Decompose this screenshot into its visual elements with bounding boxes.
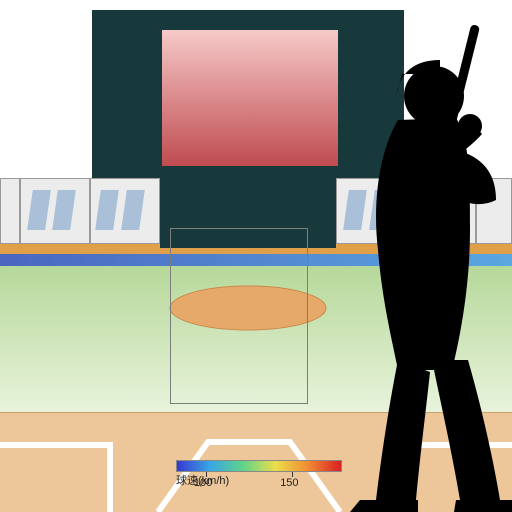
batter-silhouette [0,0,512,512]
velocity-legend: 100150 球速(km/h) [176,460,342,510]
legend-tick-label: 100 [194,477,212,489]
legend-bar [176,460,342,472]
legend-tick-label: 150 [280,477,298,489]
pitch-location-chart: 100150 球速(km/h) [0,0,512,512]
